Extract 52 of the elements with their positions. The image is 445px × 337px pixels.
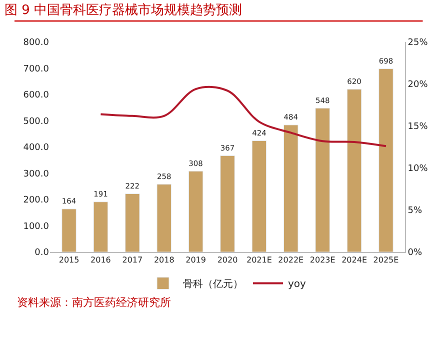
bar bbox=[93, 202, 108, 252]
bar bbox=[284, 124, 298, 252]
bar bbox=[252, 140, 267, 252]
data-label: 367 bbox=[220, 143, 235, 152]
y2-tick-label: 15% bbox=[408, 122, 428, 132]
data-label: 222 bbox=[125, 181, 140, 190]
data-label: 164 bbox=[62, 196, 76, 206]
x-tick-label: 2024E bbox=[342, 256, 367, 265]
y-tick-label: 400.0 bbox=[23, 143, 50, 154]
bar bbox=[315, 108, 330, 252]
x-tick-label: 2025E bbox=[373, 256, 399, 265]
data-label: 620 bbox=[347, 77, 362, 86]
bar bbox=[188, 170, 204, 252]
data-label: 484 bbox=[284, 112, 298, 122]
y2-tick-label: 10% bbox=[408, 164, 428, 174]
y-tick-label: 800.0 bbox=[23, 38, 50, 48]
legend-label: 骨科（亿元） bbox=[183, 278, 243, 290]
x-tick-label: 2022E bbox=[278, 256, 304, 265]
y-tick-label: 600.0 bbox=[23, 90, 50, 101]
x-tick-label: 2016 bbox=[90, 256, 111, 265]
x-tick-label: 2019 bbox=[186, 256, 206, 265]
data-label: 191 bbox=[94, 190, 108, 199]
x-tick-label: 2023E bbox=[310, 256, 336, 265]
chart-title: 图 9 中国骨科医疗器械市场规模趋势预测 bbox=[4, 3, 242, 18]
y-tick-label: 500.0 bbox=[23, 116, 50, 127]
y-tick-label: 200.0 bbox=[23, 196, 50, 206]
bar bbox=[156, 184, 172, 252]
y2-tick-label: 0% bbox=[408, 248, 423, 258]
x-tick-label: 2018 bbox=[154, 256, 174, 265]
legend-label: yoy bbox=[288, 279, 306, 290]
bar bbox=[378, 68, 394, 252]
data-label: 548 bbox=[315, 96, 330, 105]
data-label: 698 bbox=[378, 56, 394, 66]
y-tick-label: 700.0 bbox=[23, 64, 50, 74]
y-tick-label: 300.0 bbox=[23, 169, 50, 180]
data-label: 308 bbox=[188, 158, 204, 168]
x-tick-label: 2020 bbox=[217, 256, 238, 265]
x-tick-label: 2015 bbox=[58, 256, 80, 265]
bar bbox=[346, 89, 362, 252]
y-tick-label: 100.0 bbox=[23, 222, 50, 232]
y2-tick-label: 5% bbox=[408, 206, 423, 216]
data-label: 258 bbox=[156, 172, 172, 182]
data-label: 424 bbox=[252, 128, 267, 138]
bar bbox=[62, 208, 76, 252]
text: 资料来源：南方医药经济研究所 bbox=[17, 296, 171, 309]
x-tick-label: 2021E bbox=[246, 256, 272, 265]
y-tick-label: 0.0 bbox=[34, 248, 50, 258]
bar bbox=[220, 155, 235, 252]
bar bbox=[125, 193, 140, 252]
y2-tick-label: 25% bbox=[408, 38, 428, 48]
y2-tick-label: 20% bbox=[408, 80, 428, 90]
x-tick-label: 2017 bbox=[122, 256, 143, 265]
